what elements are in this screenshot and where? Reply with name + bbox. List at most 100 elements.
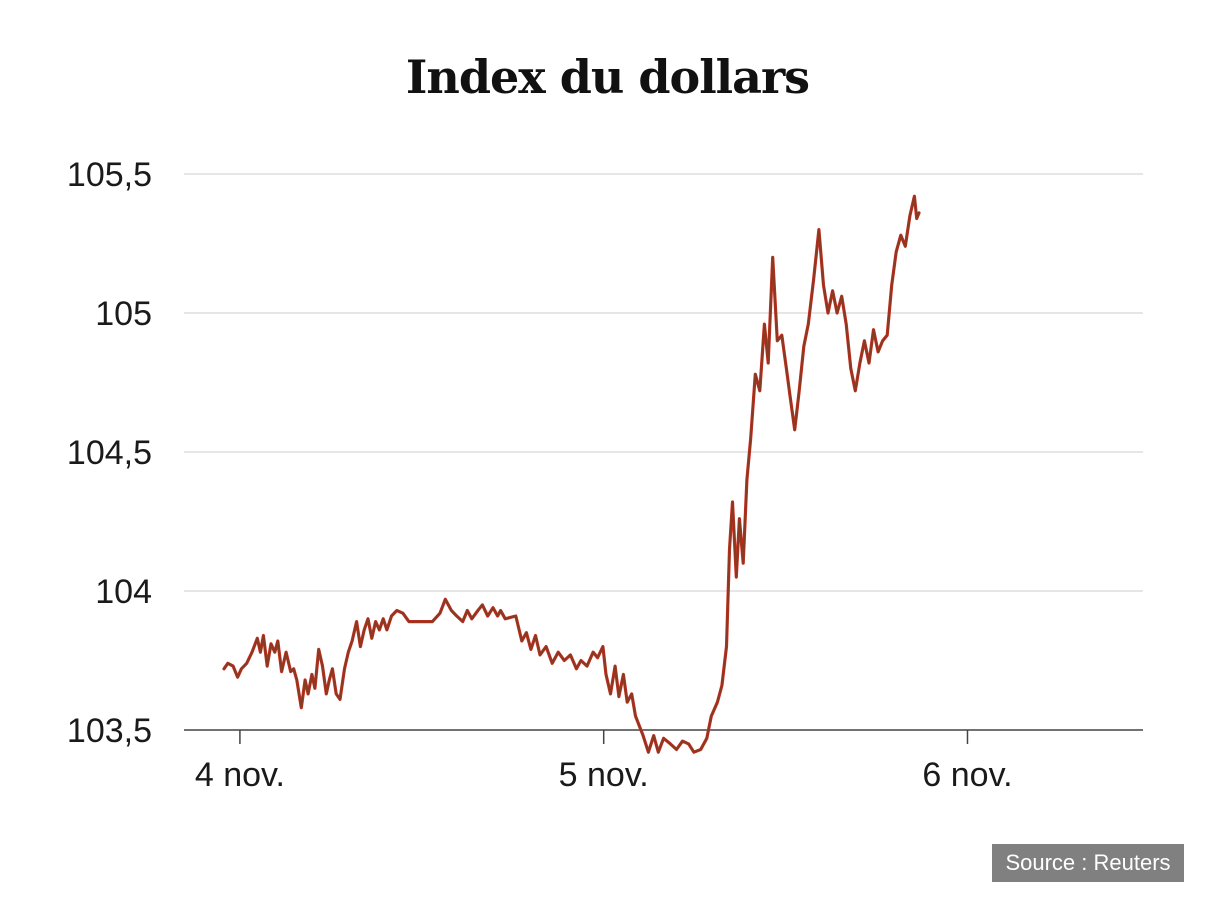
data-point-140 [886,334,888,336]
data-point-114 [767,362,769,364]
data-point-24 [318,648,320,650]
data-point-35 [359,645,361,647]
data-point-32 [347,651,349,653]
series-0-line [222,195,921,754]
data-point-16 [290,670,292,672]
data-point-75 [580,659,582,661]
data-point-110 [750,437,752,439]
data-point-13 [277,640,279,642]
data-point-115 [772,256,774,258]
y-tick-label-3: 104 [95,573,152,611]
data-point-111 [754,373,756,375]
data-point-73 [569,654,571,656]
y-tick-label-1: 105 [95,295,152,333]
data-point-143 [900,234,902,236]
data-point-119 [789,395,791,397]
data-point-121 [798,390,800,392]
data-point-41 [382,618,384,620]
data-point-30 [339,698,341,700]
data-point-133 [854,390,856,392]
data-point-103 [725,645,727,647]
data-point-89 [647,751,649,753]
data-point-10 [266,665,268,667]
data-point-42 [386,629,388,631]
data-point-3 [236,676,238,678]
data-point-5 [246,662,248,664]
data-point-45 [402,612,404,614]
data-point-83 [618,695,620,697]
chart-title: Index du dollars [405,50,810,104]
source-badge: Source : Reuters [992,844,1184,882]
data-point-20 [304,679,306,681]
data-point-29 [335,693,337,695]
data-point-11 [270,643,272,645]
x-axis: 4 nov. 5 nov. 6 nov. [195,730,1013,794]
data-point-94 [675,748,677,750]
data-point-128 [831,290,833,292]
data-point-108 [742,562,744,564]
data-point-38 [371,637,373,639]
data-point-68 [539,654,541,656]
data-point-14 [280,670,282,672]
y-tick-label-2: 104,5 [67,434,152,472]
data-point-67 [534,634,536,636]
data-point-136 [868,362,870,364]
data-point-56 [477,609,479,611]
data-point-43 [390,615,392,617]
data-point-23 [314,687,316,689]
data-point-8 [259,651,261,653]
x-tick-label-0: 4 nov. [195,756,285,794]
data-point-52 [456,615,458,617]
data-point-48 [431,620,433,622]
data-point-74 [575,668,577,670]
data-point-113 [763,323,765,325]
data-point-2 [232,665,234,667]
data-point-31 [343,668,345,670]
data-point-60 [496,615,498,617]
data-point-54 [466,609,468,611]
data-point-129 [836,312,838,314]
data-point-131 [845,323,847,325]
data-point-7 [256,637,258,639]
data-point-88 [642,734,644,736]
data-point-95 [681,740,683,742]
series-lines [222,194,921,754]
data-point-58 [487,615,489,617]
data-point-33 [351,640,353,642]
data-point-53 [462,620,464,622]
data-point-19 [300,707,302,709]
x-tick-label-2: 6 nov. [922,756,1012,794]
data-point-64 [521,640,523,642]
data-point-15 [285,651,287,653]
data-point-92 [662,737,664,739]
data-point-147 [916,217,918,219]
data-point-97 [693,751,695,753]
data-point-55 [471,618,473,620]
data-point-17 [293,668,295,670]
y-tick-label-0: 105,5 [67,156,152,194]
data-point-59 [492,607,494,609]
data-point-99 [706,737,708,739]
data-point-106 [735,576,737,578]
data-point-91 [657,751,659,753]
data-point-28 [331,668,333,670]
data-point-148 [918,212,920,214]
data-point-39 [374,620,376,622]
data-point-4 [240,668,242,670]
data-point-85 [626,701,628,703]
data-point-37 [367,618,369,620]
data-point-50 [444,598,446,600]
data-point-82 [614,665,616,667]
data-point-40 [378,629,380,631]
data-point-78 [596,657,598,659]
data-point-0 [223,668,225,670]
data-point-62 [504,618,506,620]
data-point-142 [895,251,897,253]
data-point-22 [311,673,313,675]
data-point-69 [545,645,547,647]
data-point-102 [721,684,723,686]
data-point-107 [738,518,740,520]
data-point-6 [251,651,253,653]
data-point-70 [551,662,553,664]
